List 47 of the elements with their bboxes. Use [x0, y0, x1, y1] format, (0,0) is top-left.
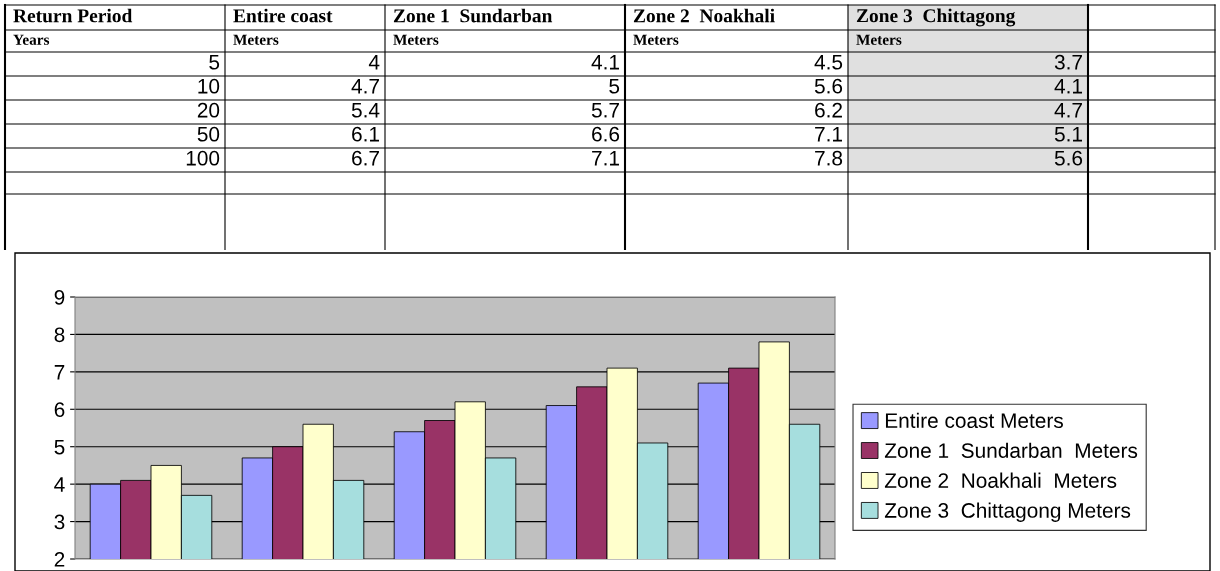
text: 4.7 [351, 79, 379, 94]
legend-label: Zone 3 Chittagong Meters [884, 502, 1131, 522]
text: 4.1 [591, 55, 619, 70]
text: 4.7 [1054, 103, 1082, 118]
text: 5.6 [814, 78, 843, 94]
text: 7.1 [592, 151, 619, 166]
text: Zone 3 Chittagong [856, 8, 1016, 27]
y-tick-label: 8 [54, 327, 65, 343]
y-tick-label: 6 [54, 402, 65, 418]
text: Zone 2 Noakhali [633, 8, 775, 23]
text: 5.6 [1054, 150, 1083, 166]
text: Years [13, 34, 50, 45]
legend-label: Entire coast Meters [885, 412, 1063, 429]
y-tick-label: 4 [54, 477, 65, 492]
text: 3.7 [1054, 54, 1082, 70]
text: Meters [233, 34, 279, 45]
text: Entire coast [233, 8, 333, 23]
text: 50 [197, 126, 220, 142]
text: Meters [393, 34, 439, 45]
text: 7.1 [815, 127, 842, 142]
text: 5.7 [591, 103, 619, 118]
text: 6.7 [352, 150, 379, 166]
text: Zone 1 Sundarban [393, 8, 553, 23]
text: 5.4 [351, 103, 380, 118]
text: Return Period [13, 8, 133, 23]
text: 5 [609, 79, 620, 94]
text: Meters [856, 34, 902, 45]
text: Meters [633, 34, 679, 45]
text: 6.6 [592, 126, 620, 142]
text: 10 [198, 78, 220, 94]
text: 100 [186, 150, 220, 166]
text: 4.1 [1054, 79, 1082, 94]
legend-label: Zone 1 Sundarban Meters [884, 442, 1138, 458]
y-tick-label: 9 [54, 290, 65, 305]
text: 6.2 [815, 102, 842, 118]
text: 20 [197, 102, 220, 118]
text: 6.1 [352, 126, 379, 142]
y-tick-label: 2 [54, 552, 65, 567]
text: 4.5 [814, 55, 843, 70]
text: 5.1 [1054, 127, 1082, 142]
y-tick-label: 5 [54, 439, 65, 455]
legend-label: Zone 2 Noakhali Meters [884, 472, 1117, 488]
text: 4 [368, 55, 380, 70]
text: 7.8 [815, 150, 843, 166]
y-tick-label: 3 [54, 514, 65, 530]
y-tick-label: 7 [54, 365, 65, 380]
text: 5 [209, 55, 220, 70]
